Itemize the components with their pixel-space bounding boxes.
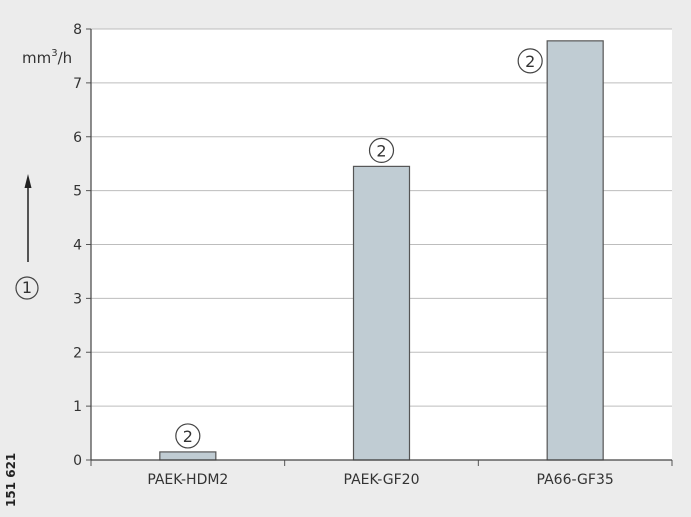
y-tick-label: 4 xyxy=(73,238,82,254)
callout-circle xyxy=(175,423,201,449)
y-unit-label: mm3/h xyxy=(22,48,72,67)
up-arrow-head-icon xyxy=(24,174,32,188)
y-tick-label: 2 xyxy=(73,345,82,361)
y-tick-label: 3 xyxy=(73,291,82,307)
bar-callout-label: 2 xyxy=(183,427,193,446)
x-tick-label: PAEK-HDM2 xyxy=(147,472,228,488)
labels: 0 1 2 3 4 5 6 7 8 PAEK-HDM2 2 PAEK-GF20 2 PA66-GF35 2 m… xyxy=(4,22,614,507)
axis-marker-label: 1 xyxy=(22,278,32,297)
bar-paek-gf20 xyxy=(352,165,411,461)
callout-circle xyxy=(368,137,395,163)
y-tick-label: 0 xyxy=(73,453,82,469)
axis-marker-circle xyxy=(15,276,39,300)
x-tick-label: PAEK-GF20 xyxy=(344,472,420,488)
y-tick-label: 8 xyxy=(73,22,82,38)
bar-paek-hdm2 xyxy=(159,451,217,461)
x-tick-label: PA66-GF35 xyxy=(537,472,614,488)
y-tick-label: 1 xyxy=(73,399,82,415)
bar-callout-label: 2 xyxy=(376,141,386,160)
axes xyxy=(86,28,673,466)
callout-circle xyxy=(517,48,543,74)
y-tick-label: 6 xyxy=(73,130,82,146)
y-tick-label: 5 xyxy=(73,184,82,200)
y-tick-label: 7 xyxy=(73,76,82,92)
figure-id-label: 151 621 xyxy=(4,453,18,507)
bar-callout-label: 2 xyxy=(525,52,535,71)
bar-pa66-gf35 xyxy=(546,40,604,461)
